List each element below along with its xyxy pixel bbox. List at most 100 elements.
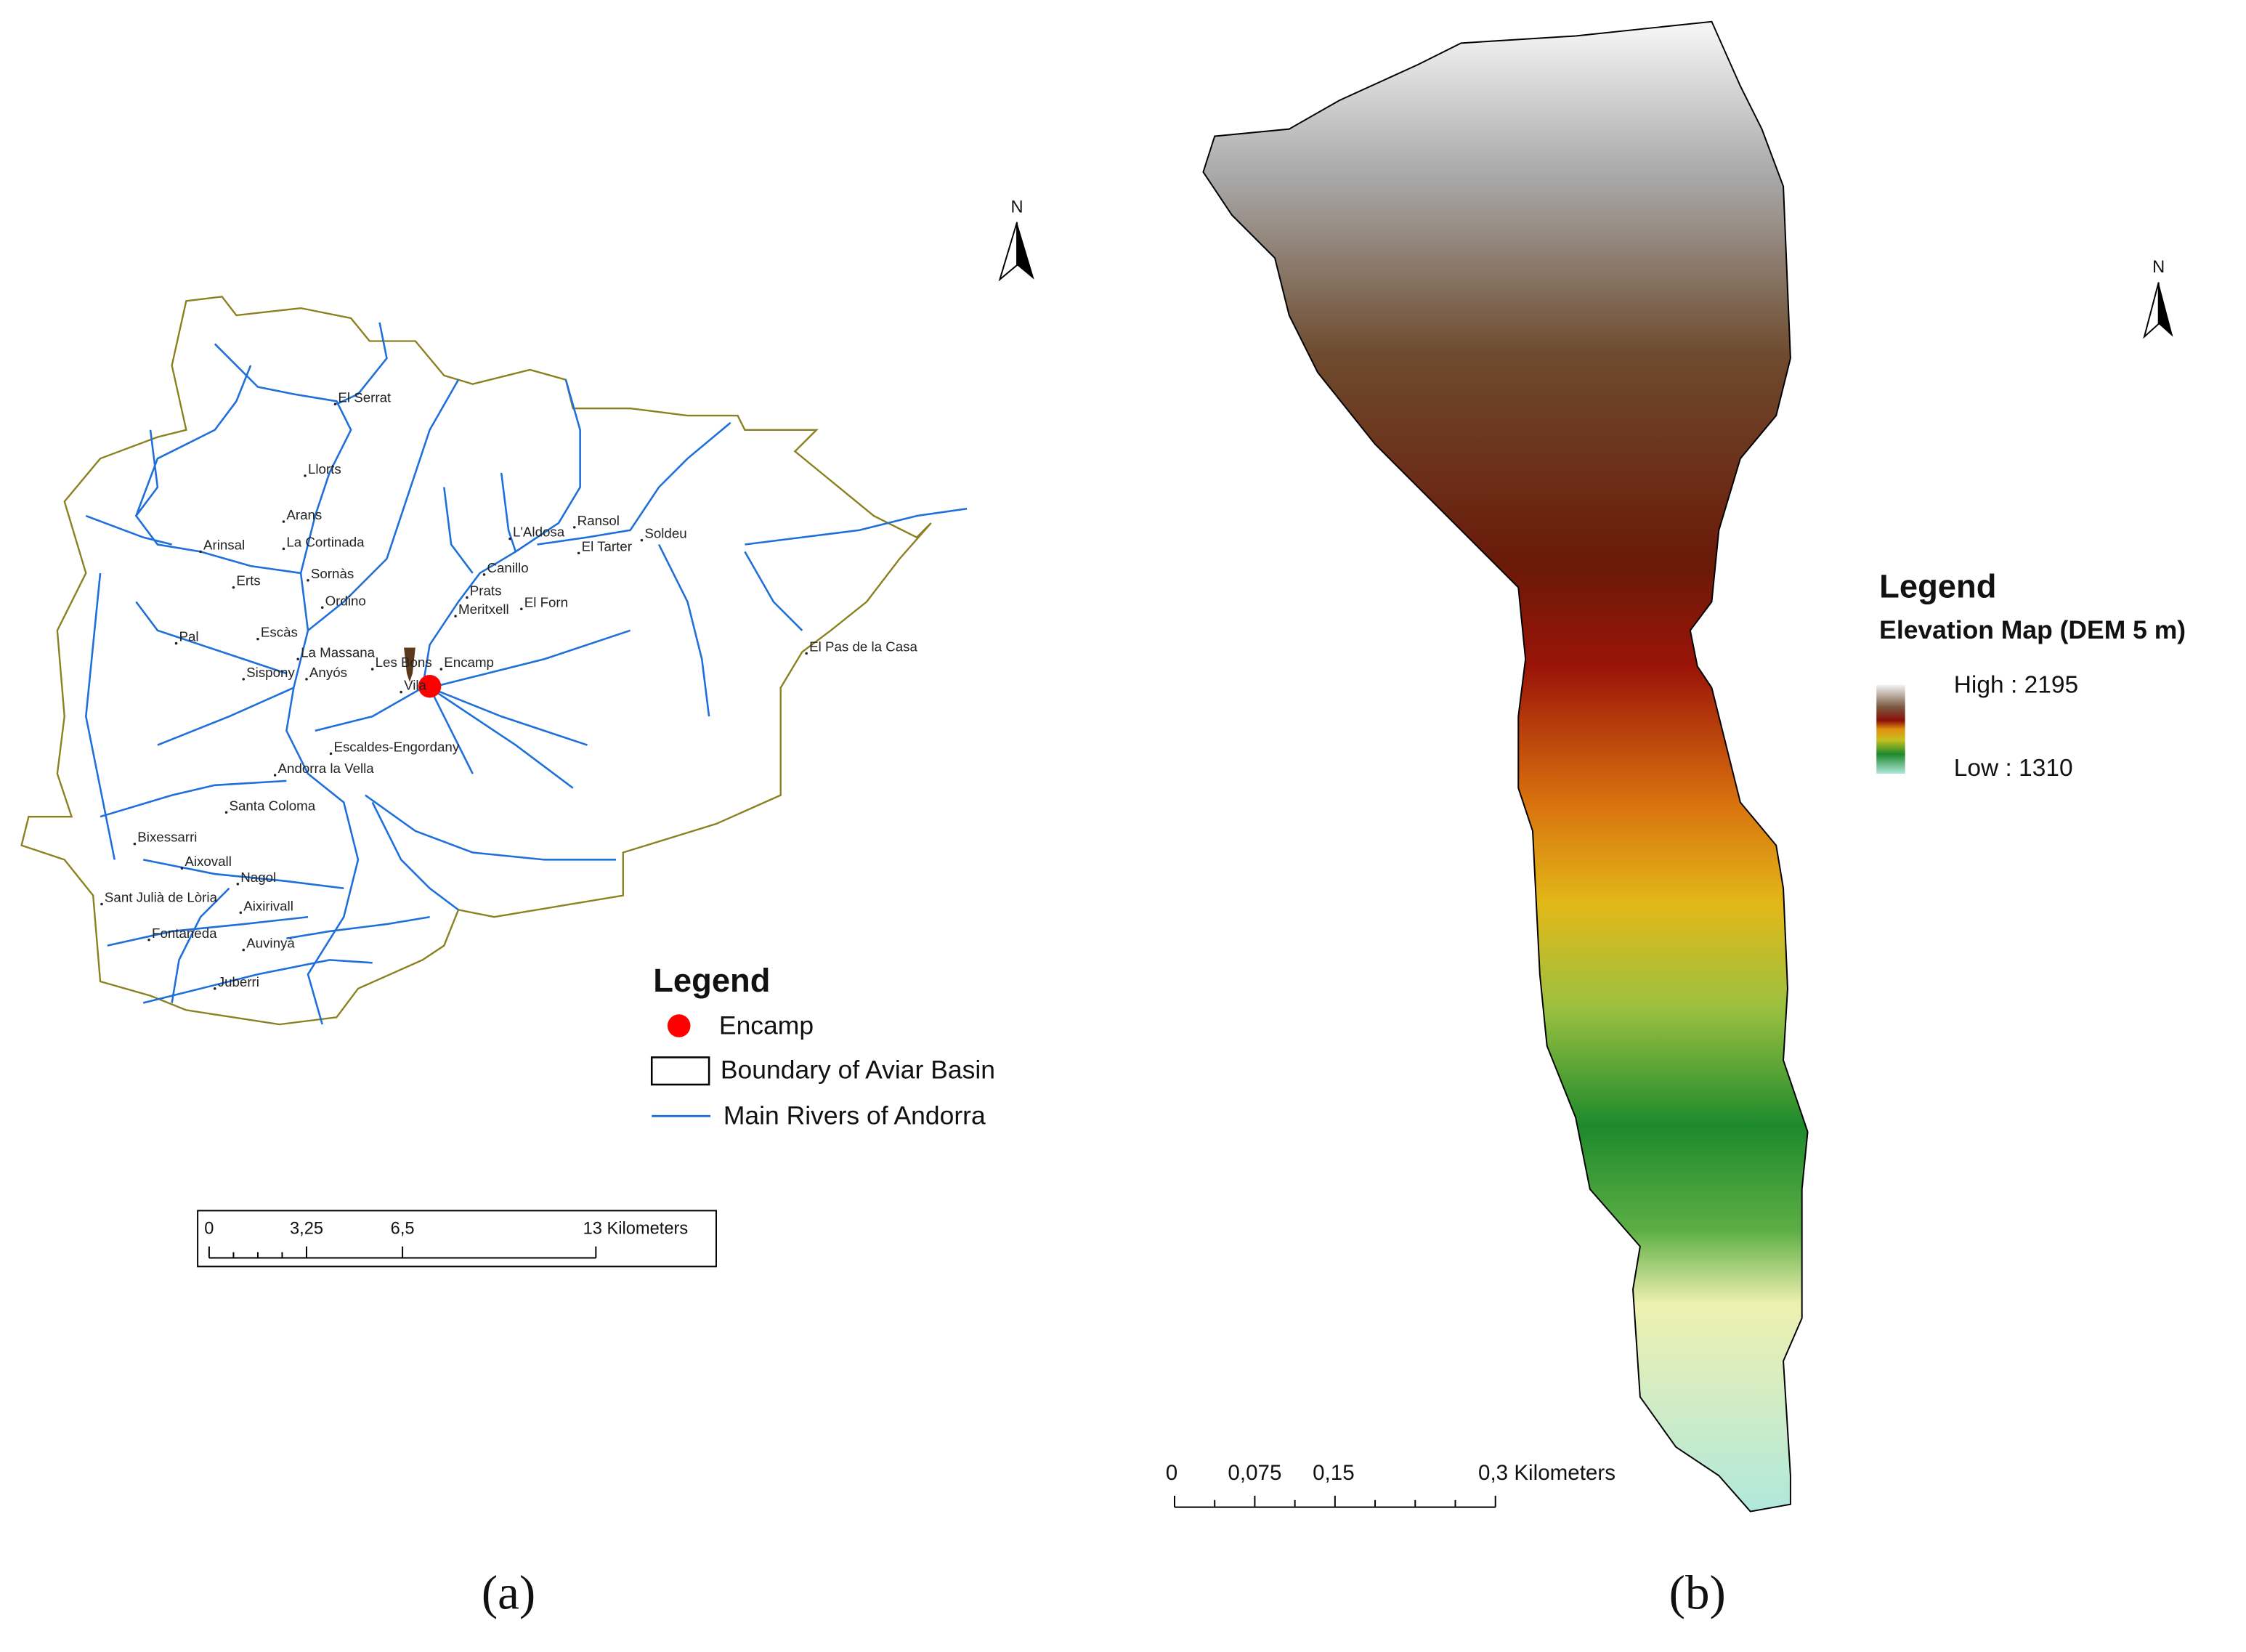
place-name: La Cortinada [286,534,365,549]
town-dot [282,547,285,551]
town-dot [256,637,259,641]
town-dot [282,520,285,523]
scale-bar [208,1246,597,1259]
town-dot [100,902,103,906]
town-dot [147,938,150,942]
scale-label: 13 Kilometers [583,1219,689,1238]
town-dot [400,690,402,694]
place-name: El Forn [524,594,568,610]
encamp-marker [418,674,442,698]
place-name: Sispony [246,665,295,680]
place-name: Aixovall [185,854,232,869]
dem-raster [1202,20,1809,1513]
town-dot [320,606,324,610]
caption: (a) [482,1565,535,1619]
caption: (b) [1669,1565,1726,1619]
town-dot [329,752,333,756]
place-name: Auvinyà [246,936,295,951]
legend-item: Boundary of Aviar Basin [721,1056,995,1085]
legend-high: High : 2195 [1954,672,2078,699]
town-dot [466,596,469,599]
scale-label: 0,075 [1228,1461,1281,1485]
place-name: Bixessarri [137,830,197,845]
place-name: Vila [404,678,426,693]
town-dot [439,668,443,671]
town-dot [508,537,511,540]
town-dot [577,551,580,555]
place-name: Sant Julià de Lòria [105,890,218,905]
scale-box [197,1210,717,1268]
place-name: Andorra la Vella [278,761,375,776]
legend-symbol [650,1056,710,1086]
legend-item: Encamp [719,1011,814,1040]
place-name: Les Bons [376,655,432,670]
legend-subtitle: Elevation Map (DEM 5 m) [1879,615,2186,644]
town-dot [296,657,299,661]
place-name: Prats [470,583,502,599]
legend-low: Low : 1310 [1954,755,2073,782]
town-dot [224,811,228,814]
town-dot [236,883,240,886]
north-arrow [2143,282,2160,339]
town-dot [370,668,374,671]
north-label: N [1011,198,1023,216]
legend-item: Main Rivers of Andorra [723,1101,986,1130]
place-name: Llorts [308,461,341,477]
town-dot [304,474,307,477]
scale-label: 6,5 [391,1219,415,1238]
place-name: Nagol [240,870,276,885]
place-name: Juberri [218,974,259,989]
town-dot [239,911,243,915]
north-arrow [1017,222,1034,280]
place-name: Anyós [309,665,347,680]
town-dot [307,579,309,582]
place-name: Escàs [261,625,298,640]
town-dot [305,678,308,681]
place-name: Erts [236,573,260,588]
scale-label: 0 [1166,1461,1177,1485]
place-name: Soldeu [644,526,686,541]
place-name: Escaldes-Engordany [333,739,459,754]
town-dot [214,987,216,990]
town-dot [180,867,184,870]
place-name: Arans [286,507,322,522]
place-name: La Massana [301,644,376,660]
legend-symbol [667,1014,691,1037]
color-ramp [1876,684,1905,774]
place-name: L'Aldosa [513,525,565,540]
rivers [85,322,968,1025]
north-arrow [998,222,1018,282]
place-name: Arinsal [203,537,245,552]
town-dot [640,538,644,542]
place-name: El Serrat [338,389,392,405]
country-boundary [20,296,932,1026]
scale-label: 0,15 [1313,1461,1355,1485]
town-dot [242,678,246,681]
town-dot [482,573,486,576]
place-name: Meritxell [458,602,509,617]
town-dot [174,641,178,645]
place-name: Aixirivall [243,898,293,913]
place-name: Encamp [444,655,494,670]
scale-bar [1174,1495,1496,1508]
scale-label: 0,3 Kilometers [1478,1461,1615,1485]
place-name: El Tarter [582,538,632,554]
town-dot [333,402,337,406]
place-name: El Pas de la Casa [809,639,917,654]
town-dot [242,948,246,952]
place-name: Sornàs [311,566,354,581]
town-dot [572,526,576,529]
town-dot [520,607,523,611]
legend-title: Legend [653,962,770,999]
legend-title: Legend [1879,568,1996,605]
town-dot [273,774,277,777]
north-label: N [2152,258,2165,277]
place-name: Pal [179,629,198,644]
town-dot [805,652,808,655]
place-name: Fontaneda [152,926,217,941]
town-dot [199,550,202,554]
place-name: Ransol [577,513,620,528]
town-dot [454,615,457,618]
